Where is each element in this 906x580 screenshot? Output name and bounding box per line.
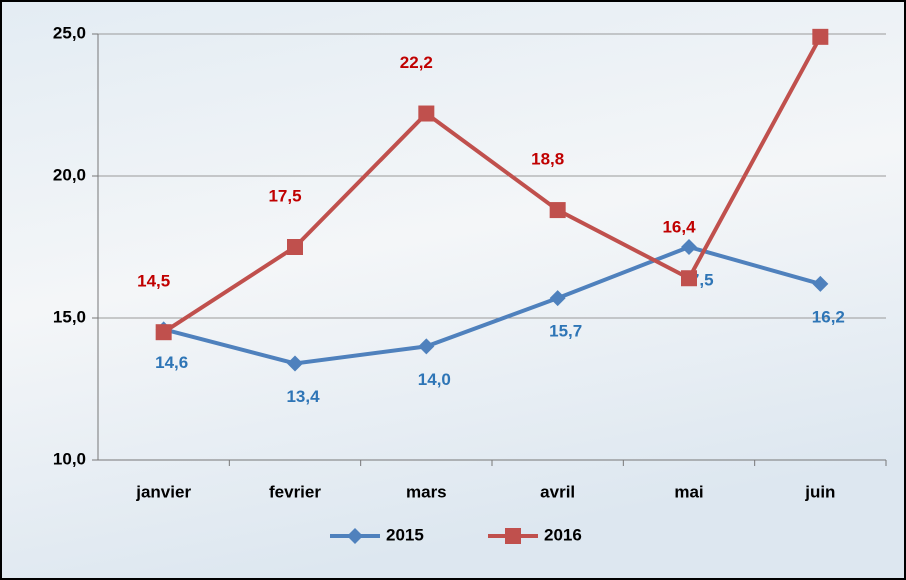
- data-label: 22,2: [400, 53, 433, 72]
- data-point: [681, 239, 697, 255]
- x-tick-label: fevrier: [269, 482, 321, 501]
- data-label: 14,5: [137, 272, 170, 291]
- data-point: [812, 275, 829, 292]
- data-point: [812, 28, 829, 45]
- y-tick-label: 20,0: [53, 165, 86, 184]
- data-point: [549, 290, 566, 307]
- x-tick-label: janvier: [135, 482, 191, 501]
- x-tick-label: juin: [804, 482, 835, 501]
- legend-marker: [505, 528, 521, 544]
- data-label: 16,4: [662, 218, 696, 237]
- data-point: [549, 202, 566, 219]
- data-point: [155, 324, 172, 341]
- legend-marker: [347, 528, 363, 544]
- data-label: 17,5: [268, 186, 301, 205]
- data-label: 18,8: [531, 150, 564, 169]
- y-tick-label: 10,0: [53, 449, 86, 468]
- y-tick-label: 15,0: [53, 307, 86, 326]
- x-tick-label: mars: [406, 482, 447, 501]
- data-label: 16,2: [812, 307, 845, 326]
- x-tick-label: mai: [674, 482, 703, 501]
- data-label: 14,0: [418, 370, 451, 389]
- legend-label: 2016: [544, 525, 582, 544]
- series-line: [162, 35, 823, 334]
- y-tick-label: 25,0: [53, 23, 86, 42]
- data-label: 14,6: [155, 353, 188, 372]
- data-point: [681, 270, 697, 287]
- data-label: 13,4: [286, 387, 320, 406]
- x-tick-label: avril: [540, 482, 575, 501]
- data-point: [287, 239, 303, 255]
- data-label: 15,7: [549, 322, 582, 341]
- data-point: [418, 338, 435, 355]
- data-point: [287, 355, 303, 372]
- data-point: [418, 105, 435, 122]
- legend-label: 2015: [386, 525, 424, 544]
- series-line: [163, 244, 821, 366]
